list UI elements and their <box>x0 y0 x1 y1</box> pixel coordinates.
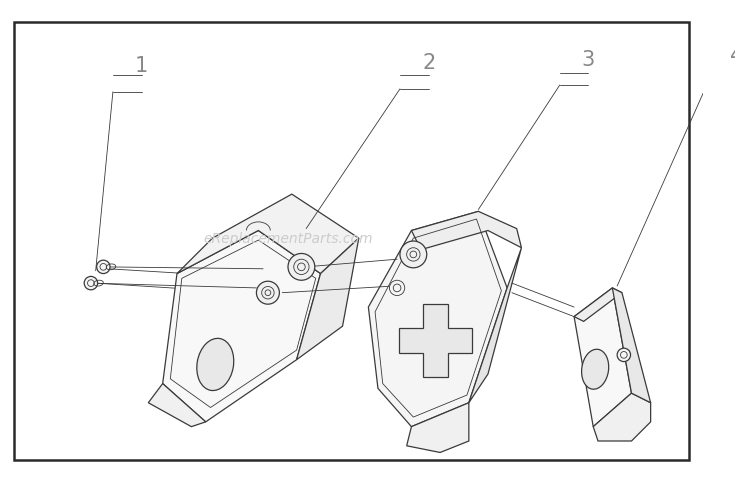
Polygon shape <box>368 212 507 426</box>
Polygon shape <box>412 212 521 250</box>
Polygon shape <box>469 248 521 403</box>
Circle shape <box>400 241 427 268</box>
Polygon shape <box>612 288 650 403</box>
Circle shape <box>85 276 98 290</box>
Text: 4: 4 <box>730 46 735 66</box>
Circle shape <box>390 280 405 296</box>
Text: 2: 2 <box>422 53 435 73</box>
Circle shape <box>617 348 631 362</box>
Circle shape <box>96 260 110 273</box>
Ellipse shape <box>581 349 609 389</box>
Polygon shape <box>593 393 650 441</box>
Polygon shape <box>162 230 320 422</box>
Polygon shape <box>406 403 469 453</box>
Text: 3: 3 <box>582 50 595 70</box>
Polygon shape <box>574 288 622 321</box>
Polygon shape <box>177 194 359 273</box>
Polygon shape <box>297 238 359 360</box>
Circle shape <box>288 254 315 280</box>
Ellipse shape <box>197 339 234 391</box>
Polygon shape <box>148 384 206 426</box>
Text: eReplacementParts.com: eReplacementParts.com <box>204 232 373 246</box>
Circle shape <box>257 281 279 304</box>
Polygon shape <box>399 304 472 377</box>
Text: 1: 1 <box>135 56 148 76</box>
Polygon shape <box>574 288 631 426</box>
